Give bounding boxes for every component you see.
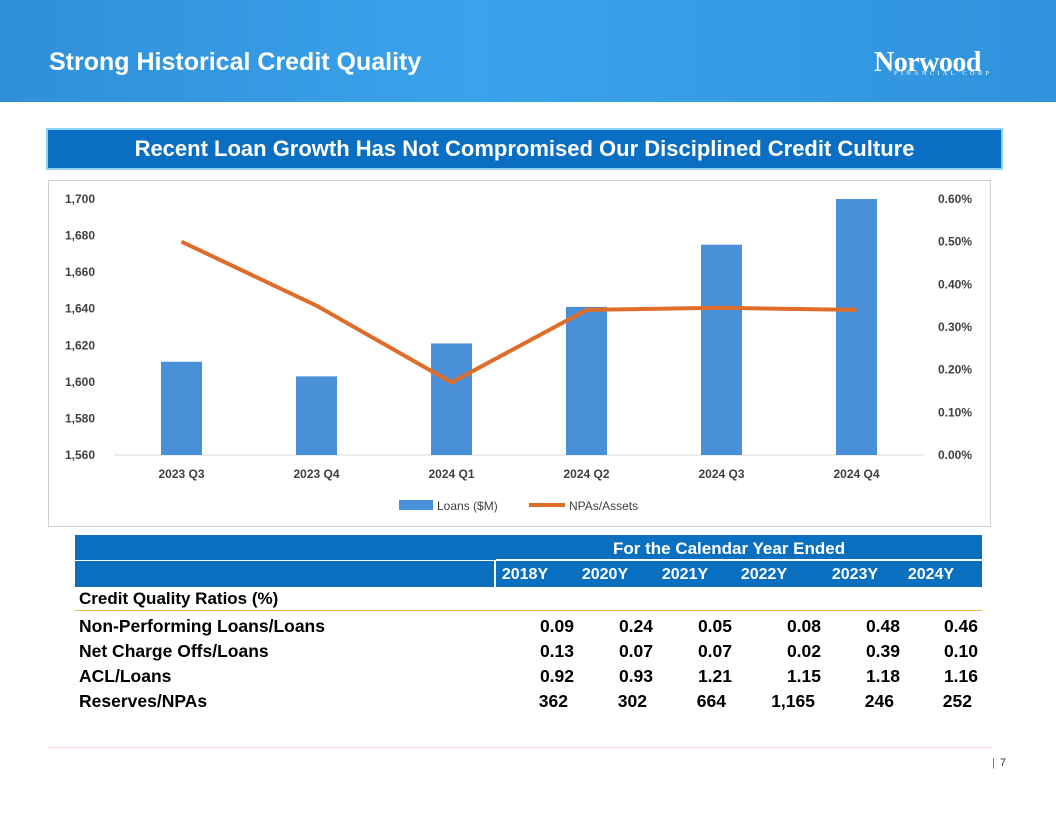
footer-divider	[48, 747, 992, 748]
x-axis-tick-label: 2024 Q2	[563, 467, 609, 481]
table-cell: 1.15	[786, 666, 821, 686]
row-label: Net Charge Offs/Loans	[79, 641, 269, 661]
table-cell: 1.18	[865, 666, 900, 686]
right-axis-tick-label: 0.40%	[938, 277, 972, 291]
table-header-title: For the Calendar Year Ended	[613, 539, 846, 558]
table-cell: 1.21	[697, 666, 732, 686]
legend-label-npa: NPAs/Assets	[569, 499, 638, 513]
table-cell: 0.13	[539, 641, 574, 661]
year-header: 2020Y	[581, 566, 629, 583]
loan-bar	[836, 199, 877, 455]
table-cell: 0.92	[539, 666, 574, 686]
left-axis-tick-label: 1,660	[65, 265, 95, 279]
table-cell: 0.09	[539, 616, 574, 636]
table-cell: 0.02	[786, 641, 821, 661]
x-axis-tick-label: 2023 Q4	[293, 467, 339, 481]
right-axis-tick-label: 0.60%	[938, 192, 972, 206]
year-band-divider	[494, 561, 496, 587]
left-axis-tick-label: 1,600	[65, 375, 95, 389]
section-label: Credit Quality Ratios (%)	[79, 589, 279, 608]
npa-assets-line	[180, 239, 857, 385]
table-cell: 0.05	[697, 616, 732, 636]
year-header: 2024Y	[907, 566, 955, 583]
table-header-band	[75, 535, 982, 561]
right-axis-tick-label: 0.20%	[938, 363, 972, 377]
table-cell: 252	[942, 691, 972, 711]
header-divider	[496, 559, 982, 561]
logo-name: Norwood	[874, 47, 981, 78]
table-cell: 0.93	[618, 666, 653, 686]
row-label: Non-Performing Loans/Loans	[79, 616, 325, 636]
table-cell: 1,165	[771, 691, 815, 711]
left-axis-tick-label: 1,580	[65, 411, 95, 425]
header-bar: Strong Historical Credit Quality Norwood…	[0, 0, 1056, 102]
loan-bar	[431, 343, 472, 455]
x-axis-tick-label: 2024 Q3	[698, 467, 744, 481]
logo-subtitle: FINANCIAL CORP	[894, 70, 993, 77]
table-cell: 0.10	[943, 641, 978, 661]
left-axis-tick-label: 1,560	[65, 448, 95, 462]
page-number-bar: |	[992, 757, 995, 769]
table-cell: 0.24	[618, 616, 653, 636]
right-axis-tick-label: 0.10%	[938, 405, 972, 419]
table-year-band	[75, 561, 982, 587]
legend-label-loans: Loans ($M)	[437, 499, 498, 513]
table-cell: 0.46	[943, 616, 978, 636]
table-cell: 0.08	[786, 616, 821, 636]
table-cell: 246	[864, 691, 894, 711]
page-number-value: 7	[999, 757, 1006, 769]
row-label: Reserves/NPAs	[79, 691, 208, 711]
row-label: ACL/Loans	[79, 666, 172, 686]
table-cell: 362	[538, 691, 568, 711]
page-number: | 7	[992, 757, 1006, 769]
page-title: Strong Historical Credit Quality	[49, 48, 422, 76]
section-divider	[75, 610, 982, 611]
table-cell: 1.16	[943, 666, 978, 686]
x-axis-tick-label: 2024 Q1	[428, 467, 474, 481]
loan-bar	[296, 376, 337, 455]
loan-bar	[566, 306, 607, 455]
x-axis-tick-label: 2024 Q4	[833, 467, 879, 481]
year-header: 2022Y	[740, 566, 788, 583]
table-cell: 664	[696, 691, 726, 711]
table-cell: 0.07	[618, 641, 653, 661]
x-axis-tick-label: 2023 Q3	[158, 467, 204, 481]
table-cell: 302	[617, 691, 647, 711]
right-axis-tick-label: 0.50%	[938, 235, 972, 249]
table-cell: 0.07	[697, 641, 732, 661]
year-header: 2018Y	[501, 566, 549, 583]
chart-container: 1,560 1,580 1,600 1,620 1,640 1,660 1,680 1,700…	[48, 180, 991, 527]
legend-swatch-loans	[399, 500, 433, 510]
loan-bar	[161, 361, 202, 455]
table-cell: 0.48	[865, 616, 900, 636]
norwood-logo: Norwood FINANCIAL CORP	[874, 48, 1014, 78]
right-axis-tick-label: 0.00%	[938, 448, 972, 462]
right-axis-tick-label: 0.30%	[938, 320, 972, 334]
left-axis-tick-label: 1,680	[65, 229, 95, 243]
table-cell: 0.39	[865, 641, 900, 661]
year-header: 2021Y	[661, 566, 709, 583]
left-axis-tick-label: 1,620	[65, 338, 95, 352]
left-axis-tick-label: 1,700	[65, 192, 95, 206]
loans-npa-chart: 1,560 1,580 1,600 1,620 1,640 1,660 1,680 1,700…	[65, 192, 972, 513]
left-axis-tick-label: 1,640	[65, 302, 95, 316]
year-header: 2023Y	[831, 566, 879, 583]
loan-bar	[701, 244, 742, 455]
subtitle-banner: Recent Loan Growth Has Not Compromised O…	[46, 128, 1003, 170]
